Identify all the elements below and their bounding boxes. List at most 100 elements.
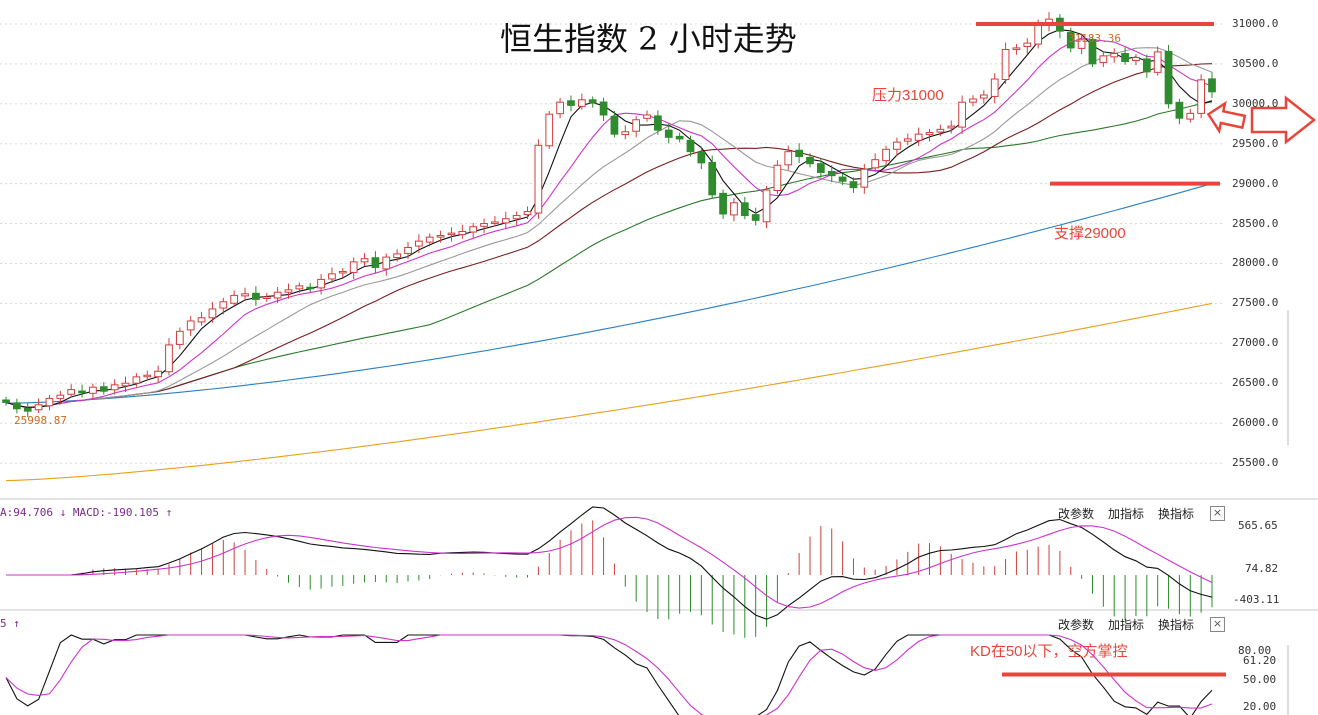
kd-change-params-button[interactable]: 改参数 [1058, 618, 1095, 632]
candle-body [675, 135, 684, 140]
y-tick-label: 25500.0 [1232, 456, 1279, 470]
candle-body [186, 320, 195, 331]
candle-body [914, 133, 923, 141]
candle-body [1110, 52, 1119, 58]
candle-body [1208, 78, 1216, 93]
candle-body [197, 317, 206, 323]
candle-body [208, 308, 217, 319]
candle-body [1034, 25, 1043, 45]
kd-switch-indicator-button[interactable]: 换指标 [1158, 618, 1195, 632]
candle-body [2, 399, 10, 403]
y-tick-label: 28000.0 [1232, 256, 1279, 270]
candle-body [241, 293, 249, 297]
candle-body [936, 128, 945, 133]
ma120-line [5, 183, 1213, 404]
y-tick-label: 30000.0 [1232, 96, 1279, 110]
candle-body [23, 407, 32, 412]
candle-body [947, 125, 956, 129]
candle-body [784, 151, 793, 166]
kd-tick: 20.00 [1243, 700, 1277, 713]
candle-body [1132, 56, 1140, 62]
candle-body [56, 394, 65, 399]
macd-dea-line [6, 516, 1213, 609]
candle-body [643, 114, 651, 119]
y-tick-label: 29500.0 [1232, 136, 1279, 150]
candle-body [1186, 112, 1195, 120]
ma10-line [5, 37, 1213, 408]
candle-body [925, 132, 934, 136]
candle-body [154, 370, 162, 378]
support-annotation: 支撑29000 [1054, 225, 1126, 242]
candle-body [338, 270, 347, 274]
candle-body [230, 294, 239, 304]
candle-body [143, 374, 152, 378]
macd-add-indicator-button[interactable]: 加指标 [1108, 507, 1145, 521]
candle-body [697, 151, 706, 164]
macd-tick: 74.82 [1245, 562, 1279, 575]
y-tick-label: 31000.0 [1232, 16, 1279, 30]
chart-title: 恒生指数 2 小时走势 [500, 20, 797, 58]
candle-body [393, 253, 402, 259]
kd-tick: 61.20 [1243, 654, 1277, 667]
candle-body [1012, 47, 1021, 50]
candle-body [165, 344, 173, 373]
candle-body [838, 176, 847, 182]
kd-tick: 50.00 [1243, 673, 1277, 686]
candle-body [1023, 42, 1032, 47]
candle-body [762, 189, 771, 223]
candle-body [219, 301, 228, 309]
candle-body [414, 240, 423, 247]
ma60-line [5, 101, 1213, 408]
macd-change-params-button[interactable]: 改参数 [1058, 507, 1095, 521]
candle-body [491, 221, 499, 224]
kd-indicator-label: 5 ↑ [0, 617, 20, 630]
candle-body [827, 170, 836, 177]
macd-switch-indicator-button[interactable]: 换指标 [1158, 507, 1195, 521]
candle-body [425, 236, 434, 243]
kd-add-indicator-button[interactable]: 加指标 [1108, 618, 1145, 632]
candle-body [328, 273, 336, 280]
candle-body [871, 159, 880, 169]
kd-close-button[interactable]: × [1210, 617, 1225, 632]
resistance-annotation: 压力31000 [872, 87, 944, 104]
candle-body [621, 131, 630, 136]
candle-body [284, 289, 293, 293]
candle-body [382, 256, 391, 270]
candle-body [730, 202, 738, 216]
low-price-label: 25998.87 [14, 414, 67, 427]
y-tick-label: 28500.0 [1232, 216, 1279, 230]
candle-body [458, 231, 467, 236]
candle-body [175, 330, 184, 345]
candle-body [436, 235, 445, 238]
candle-body [849, 181, 858, 189]
candle-body [67, 389, 76, 395]
candle-body [89, 386, 97, 394]
candle-body [577, 99, 586, 107]
candle-body [588, 99, 597, 104]
candle-body [349, 261, 358, 273]
macd-close-button[interactable]: × [1210, 506, 1225, 521]
macd-indicator-label: A:94.706 ↓ MACD:-190.105 ↑ [0, 506, 173, 519]
arrow-right [1250, 95, 1317, 145]
macd-diff-line [6, 506, 1213, 620]
candle-body [958, 101, 966, 128]
y-tick-label: 27500.0 [1232, 296, 1279, 310]
candle-body [567, 100, 575, 106]
candle-body [740, 202, 749, 217]
candle-body [610, 115, 619, 135]
candle-body [1001, 49, 1010, 81]
candle-body [882, 148, 890, 162]
high-price-label: 31183.36 [1068, 32, 1121, 45]
candle-body [480, 223, 488, 227]
candle-body [654, 115, 662, 131]
candle-body [599, 101, 608, 116]
candle-body [447, 232, 456, 236]
candle-body [252, 292, 260, 300]
candle-body [686, 139, 695, 153]
candle-body [708, 161, 717, 196]
candle-body [893, 141, 901, 150]
candle-body [317, 278, 325, 289]
macd-tick: -403.11 [1233, 593, 1280, 606]
candle-body [545, 113, 554, 147]
